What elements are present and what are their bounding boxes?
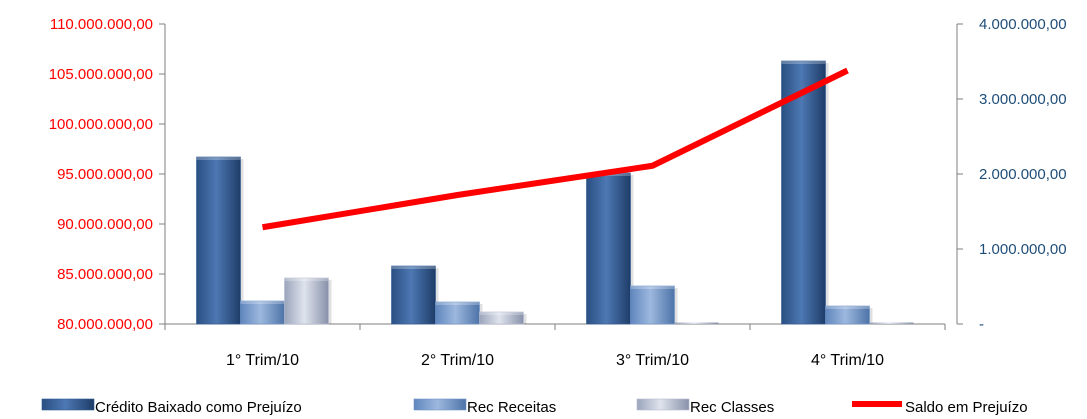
bar-rec-classes [284,277,332,325]
right-axis-tick-label: - [979,316,984,333]
right-axis-tick-label: 4.000.000,00 [979,16,1067,33]
left-axis-tick-label: 110.000.000,00 [50,16,153,33]
bar-rec-receitas [240,300,288,325]
line-saldo-em-preju-zo [262,67,849,231]
legend-label: Rec Receitas [467,399,556,416]
bar-rec-receitas [825,305,873,325]
left-axis-tick-label: 90.000.000,00 [57,216,153,233]
category-label: 3° Trim/10 [616,352,689,369]
left-axis-tick-label: 105.000.000,00 [49,66,153,83]
legend-item: Saldo em Prejuízo [852,399,1028,416]
legend: Crédito Baixado como Prejuízo Rec Receita… [41,398,1028,416]
legend-swatch [41,398,95,411]
right-axis-tick-label: 1.000.000,00 [979,241,1067,258]
left-axis-tick-label: 100.000.000,00 [49,116,153,133]
category-label: 4° Trim/10 [811,352,884,369]
legend-label: Rec Classes [690,399,774,416]
category-label: 1° Trim/10 [226,352,299,369]
bars [196,60,914,325]
bar-rec-receitas [435,301,483,325]
legend-item: Crédito Baixado como Prejuízo [41,398,302,416]
right-axis-tick-label: 3.000.000,00 [979,91,1067,108]
legend-item: Rec Classes [636,398,774,416]
legend-swatch [636,398,690,411]
left-axis-tick-label: 85.000.000,00 [57,266,153,283]
bar-rec-classes [479,311,527,325]
bar-cr-dito-baixado-como-preju-zo [196,156,244,325]
category-label: 2° Trim/10 [421,352,494,369]
line-series [262,67,849,231]
bar-cr-dito-baixado-como-preju-zo [391,265,439,325]
bar-cr-dito-baixado-como-preju-zo [586,172,634,325]
legend-swatch [413,398,467,411]
legend-label: Saldo em Prejuízo [905,399,1028,416]
left-axis-tick-label: 95.000.000,00 [57,166,153,183]
left-axis-tick-label: 80.000.000,00 [57,316,153,333]
right-axis-tick-label: 2.000.000,00 [979,166,1067,183]
tick-labels: 80.000.000,00 85.000.000,00 90.000.000,00 9… [49,16,1067,369]
legend-label: Crédito Baixado como Prejuízo [95,399,302,416]
legend-swatch [852,401,902,407]
bar-rec-receitas [630,285,678,325]
legend-item: Rec Receitas [413,398,556,416]
bar-rec-classes [674,322,719,324]
bar-cr-dito-baixado-como-preju-zo [781,60,829,325]
bar-rec-classes [869,322,914,324]
